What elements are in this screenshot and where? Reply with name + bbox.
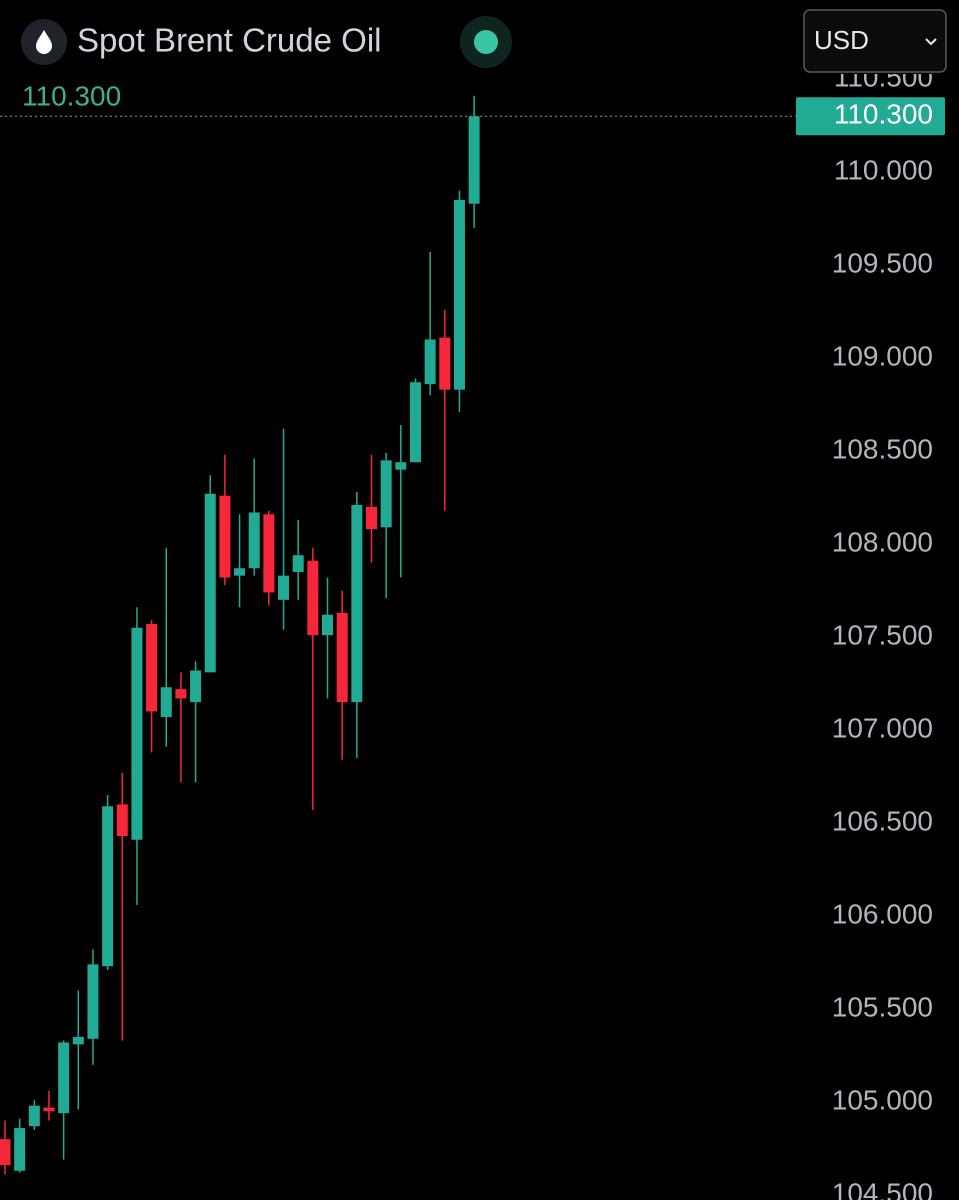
candle-body [14, 1128, 26, 1171]
candle-body [292, 555, 304, 572]
y-tick-label: 107.000 [832, 712, 933, 743]
candle-body [278, 575, 290, 600]
candle-body [424, 339, 436, 385]
y-tick-label: 109.500 [832, 247, 933, 278]
candle-body [439, 337, 451, 390]
y-tick-label: 105.000 [832, 1084, 933, 1115]
y-tick-label: 104.500 [832, 1177, 933, 1200]
candle-body [190, 670, 202, 703]
y-tick-label: 106.500 [832, 805, 933, 836]
candle-body [43, 1107, 55, 1112]
price-axis: 104.500 105.000 105.500 106.000 106.500 107.0… [796, 61, 945, 1200]
candle-body [204, 493, 216, 673]
candle-body [453, 199, 465, 390]
candle-body [307, 560, 319, 636]
chart-title: Spot Brent Crude Oil [77, 22, 381, 59]
y-tick-label: 108.500 [832, 433, 933, 464]
chevron [925, 38, 937, 46]
candle-body [28, 1105, 40, 1127]
candle-body [395, 462, 407, 470]
candle-body [336, 612, 348, 703]
oil-icon [36, 30, 52, 54]
candle-body [0, 1139, 11, 1166]
last-price: 110.300 [22, 80, 121, 111]
candle-body [248, 512, 260, 569]
y-tick-label: 109.000 [832, 340, 933, 371]
candle-body [322, 614, 334, 636]
plot-area [0, 95, 796, 1175]
y-tick-label: 107.500 [832, 619, 933, 650]
candle-body [102, 806, 114, 967]
y-tick-label: 110.000 [834, 154, 933, 185]
candle-body [366, 506, 377, 530]
price-tag [796, 97, 945, 136]
candle-body [131, 627, 143, 840]
candle-body [468, 116, 480, 204]
candle-body [146, 624, 158, 712]
candle-body [58, 1042, 70, 1114]
y-tick-label: 105.500 [832, 991, 933, 1022]
candle-body [219, 495, 231, 578]
candle-body [409, 382, 421, 463]
status-dot [474, 30, 498, 54]
y-tick-label: 106.000 [832, 898, 933, 929]
currency-label: USD [814, 25, 869, 55]
candle-body [160, 687, 172, 718]
price-tag-label: 110.300 [834, 99, 933, 130]
candle-body [351, 504, 363, 703]
candle-body [72, 1036, 84, 1045]
candle-body [175, 689, 187, 699]
candle-body [234, 568, 246, 576]
candle-body [116, 804, 128, 837]
candle-body [380, 460, 392, 528]
candle-body [263, 514, 275, 593]
currency-select[interactable] [803, 9, 947, 73]
candle-body [87, 964, 99, 1039]
y-tick-label: 108.000 [832, 526, 933, 557]
